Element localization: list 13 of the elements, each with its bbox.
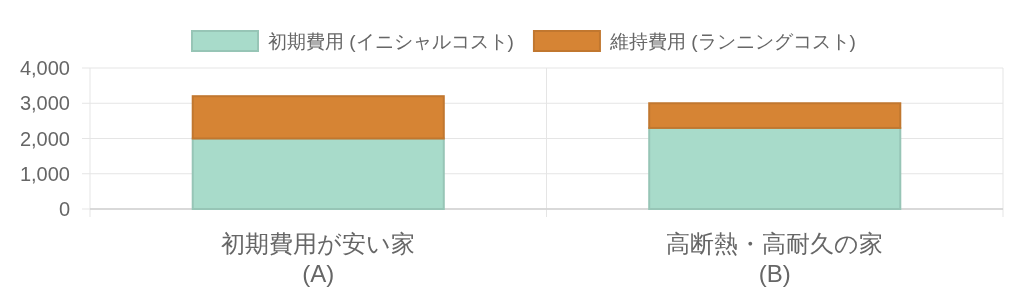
bar xyxy=(648,102,902,129)
y-tick-label: 3,000 xyxy=(19,92,70,115)
y-tick-label: 4,000 xyxy=(19,57,70,79)
legend-label: 維持費用 (ランニングコスト) xyxy=(608,31,856,52)
bar xyxy=(648,126,902,210)
x-tick-label: 高断熱・高耐久の家 (B) xyxy=(666,230,884,287)
y-tick-label: 2,000 xyxy=(19,127,70,150)
y-tick-label: 1,000 xyxy=(19,162,70,185)
bar xyxy=(191,95,445,140)
y-tick-label: 0 xyxy=(58,198,70,220)
bar xyxy=(191,137,445,210)
x-tick-label: 初期費用が安い家 (A) xyxy=(221,230,416,287)
legend-label: 初期費用 (イニシャルコスト) xyxy=(268,31,514,52)
